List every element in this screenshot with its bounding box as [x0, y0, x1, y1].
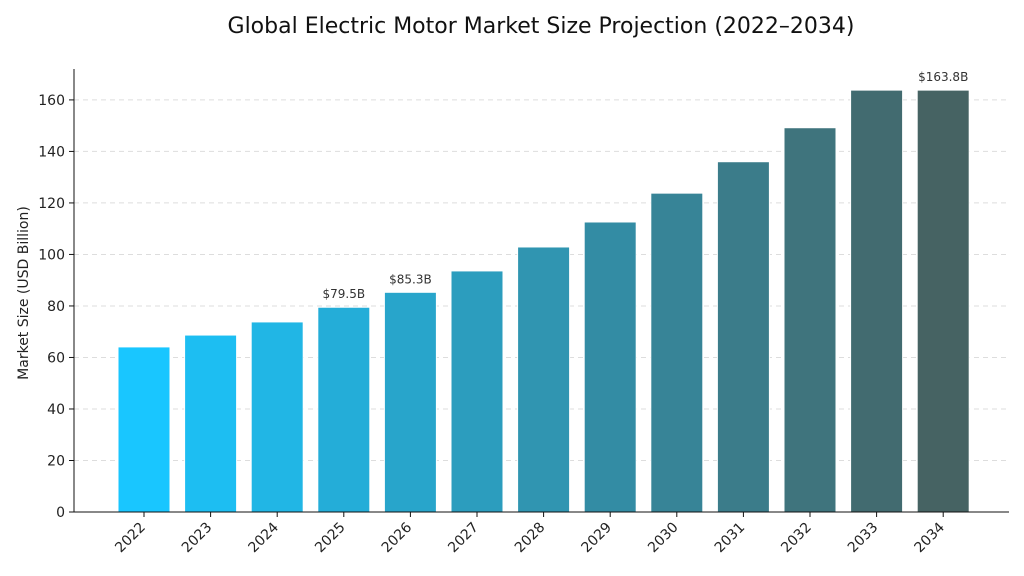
data-label: $85.3B — [389, 272, 432, 286]
bar-2026 — [383, 291, 437, 513]
bar-2032 — [783, 127, 837, 513]
bar-2033 — [850, 89, 904, 513]
data-label: $163.8B — [918, 70, 968, 84]
data-label: $79.5B — [323, 287, 366, 301]
data-labels: $79.5B $85.3B $163.8B — [323, 70, 969, 301]
bar-2025 — [317, 306, 371, 513]
x-tick-label: 2028 — [512, 520, 549, 557]
bar-2028 — [517, 246, 571, 513]
x-tick-label: 2022 — [112, 520, 149, 557]
bar-2024 — [250, 321, 304, 513]
bar-2029 — [583, 221, 637, 513]
x-tick-label: 2023 — [179, 520, 216, 557]
y-tick-label: 100 — [38, 247, 65, 263]
bar-2031 — [716, 161, 770, 513]
chart-title: Global Electric Motor Market Size Projec… — [228, 14, 855, 39]
x-tick-label: 2024 — [246, 519, 283, 556]
y-tick-label: 120 — [38, 196, 65, 212]
x-tick-label: 2033 — [845, 520, 882, 557]
bar-2034 — [916, 89, 970, 513]
y-tick-label: 40 — [47, 402, 65, 418]
y-axis-label: Market Size (USD Billion) — [16, 206, 32, 380]
y-tick-label: 20 — [47, 453, 65, 469]
bars — [117, 89, 970, 513]
x-tick-label: 2032 — [778, 520, 815, 557]
x-tick-label: 2027 — [445, 520, 482, 557]
y-tick-label: 60 — [47, 350, 65, 366]
x-tick-label: 2025 — [312, 520, 349, 557]
bar-2030 — [650, 192, 704, 513]
bar-2022 — [117, 346, 171, 513]
y-tick-label: 140 — [38, 144, 65, 160]
bar-2023 — [184, 334, 238, 513]
x-tick-label: 2026 — [379, 519, 416, 556]
x-tick-label: 2031 — [712, 520, 749, 557]
y-tick-label: 160 — [38, 93, 65, 109]
y-tick-label: 80 — [47, 299, 65, 315]
y-tick-label: 0 — [56, 505, 65, 521]
x-tick-label: 2029 — [579, 520, 616, 557]
x-tick-label: 2034 — [912, 519, 949, 556]
x-tick-label: 2030 — [645, 520, 682, 557]
bar-2027 — [450, 270, 504, 513]
